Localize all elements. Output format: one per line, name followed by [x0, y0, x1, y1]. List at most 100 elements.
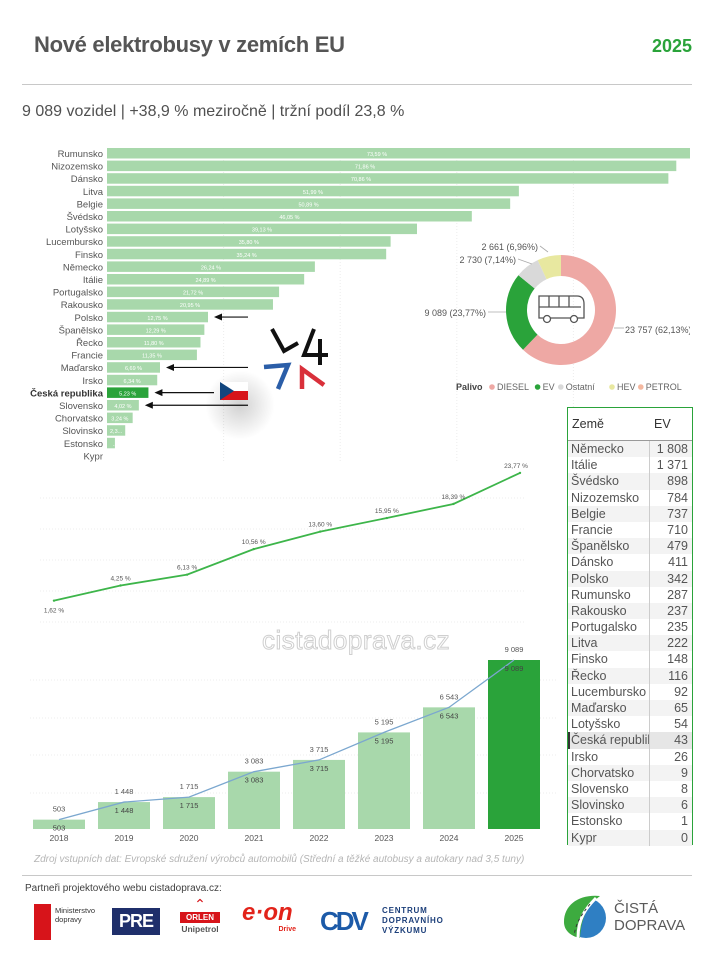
pre-logo[interactable]: PRE	[112, 908, 160, 935]
table-row[interactable]: Polsko 342	[568, 570, 692, 587]
legend-marker	[558, 384, 564, 390]
eon-drive-text: Drive	[278, 926, 296, 933]
bar-category-label: Finsko	[75, 250, 103, 261]
cell-ev: 287	[649, 586, 692, 603]
table-row[interactable]: Slovensko 8	[568, 780, 692, 798]
cdv-line3: VÝZKUMU	[382, 926, 428, 935]
cdv-logo[interactable]: CDV CENTRUM DOPRAVNÍHO VÝZKUMU	[320, 904, 460, 940]
column-bar	[33, 819, 85, 829]
v4-logo-icon	[263, 328, 328, 390]
table-row[interactable]: Irsko 26	[568, 748, 692, 765]
donut-slice-diesel	[523, 255, 616, 365]
slice-label: 2 730 (7,14%)	[459, 255, 516, 265]
table-row[interactable]: Portugalsko 235	[568, 619, 692, 636]
bar	[107, 425, 126, 436]
table-row[interactable]: Finsko 148	[568, 651, 692, 668]
mdcr-logo[interactable]: Ministerstvo dopravy	[34, 904, 95, 940]
divider	[22, 875, 692, 876]
cell-ev: 54	[649, 716, 692, 733]
bar-category-label: Kypr	[83, 451, 103, 462]
orlen-logo[interactable]: ⌃ ORLEN Unipetrol	[180, 897, 220, 940]
bar	[107, 248, 387, 260]
table-row[interactable]: Chorvatsko 9	[568, 764, 692, 781]
table-body: Německo 1 808 Itálie 1 371 Švédsko 898 Nizozem…	[568, 441, 692, 846]
legend-item: HEV	[617, 382, 636, 392]
bar	[107, 437, 115, 449]
cell-country: Portugalsko	[571, 620, 638, 635]
cell-ev: 1 371	[649, 457, 692, 474]
cista-doprava-logo[interactable]: ČISTÁ DOPRAVA	[560, 892, 700, 942]
arrow-head-icon	[154, 389, 163, 397]
table-row[interactable]: Belgie 737	[568, 505, 692, 522]
bar-value-label: 2,3...	[110, 429, 123, 435]
bar	[107, 374, 158, 386]
eon-text: e·on	[242, 899, 293, 926]
bar-value-label: 6,34 %	[124, 379, 141, 385]
data-source-note: Zdroj vstupních dat: Evropské sdružení v…	[34, 854, 525, 865]
arrow-head-icon	[166, 363, 174, 371]
bar	[107, 299, 273, 310]
column-value-label-inside: 9 089	[505, 664, 524, 673]
table-row[interactable]: Slovinsko 6	[568, 797, 692, 814]
bar-value-label: 26,24 %	[201, 265, 221, 271]
bar-value-label: 5,23 %	[119, 391, 136, 397]
bar-value-label: 50,89 %	[298, 202, 318, 208]
table-row[interactable]: Lotyšsko 54	[568, 716, 692, 733]
bar-category-label: Česká republika	[30, 387, 104, 399]
cell-ev: 898	[649, 473, 692, 490]
cell-country: Litva	[571, 636, 598, 651]
slice-label: 9 089 (23,77%)	[424, 308, 486, 318]
line-point	[252, 547, 255, 551]
cell-country: Dánsko	[571, 555, 614, 570]
bar	[107, 324, 205, 335]
donut-slice-ev	[506, 275, 538, 350]
legend-item: DIESEL	[497, 382, 529, 392]
year-label: 2025	[651, 36, 692, 56]
table-row[interactable]: Litva 222	[568, 635, 692, 652]
country-ev-table[interactable]: Země EV Německo 1 808 Itálie 1 371 Švédsko 89…	[567, 407, 693, 846]
x-tick-label: 2019	[115, 833, 134, 843]
x-tick-label: 2020	[180, 833, 199, 843]
bar	[107, 311, 209, 323]
donut-slice-ostatní	[518, 260, 547, 289]
bar-category-label: Španělsko	[59, 325, 103, 336]
cumulative-line	[58, 659, 515, 821]
table-row[interactable]: Německo 1 808	[568, 441, 692, 458]
cell-country: Belgie	[571, 506, 606, 521]
table-row[interactable]: Rumunsko 287	[568, 586, 692, 603]
bar	[107, 286, 280, 298]
column-bar	[423, 707, 475, 829]
line-point	[518, 471, 522, 475]
table-row[interactable]: Nizozemsko 784	[568, 489, 692, 506]
table-row[interactable]: Kypr 0	[568, 829, 692, 846]
table-row[interactable]: Dánsko 411	[568, 554, 692, 571]
table-row[interactable]: Švédsko 898	[568, 473, 692, 490]
column-header-country[interactable]: Země	[572, 417, 604, 431]
x-tick-label: 2025	[505, 833, 524, 843]
cell-ev: 710	[649, 521, 692, 539]
table-row[interactable]: Česká republika43	[568, 732, 692, 749]
table-row[interactable]: Maďarsko 65	[568, 700, 692, 717]
bar-category-label: Slovensko	[59, 401, 103, 412]
table-row[interactable]: Španělsko 479	[568, 538, 692, 555]
column-header-ev[interactable]: EV	[654, 417, 671, 431]
cell-ev: 784	[649, 489, 692, 506]
bar-value-label: 3,24 %	[111, 417, 128, 423]
bar-value-label: 70,86 %	[351, 177, 371, 183]
eon-logo[interactable]: e·on Drive	[242, 900, 304, 938]
table-row[interactable]: Lucembursko 92	[568, 683, 692, 700]
table-row[interactable]: Itálie 1 371	[568, 457, 692, 474]
bar-category-label: Švédsko	[67, 212, 103, 223]
bar	[107, 349, 197, 361]
bar-value-label: 20,95 %	[180, 303, 200, 309]
cell-country: Rumunsko	[571, 587, 631, 602]
cell-country: Lotyšsko	[571, 717, 621, 732]
table-row[interactable]: Estonsko 1	[568, 813, 692, 830]
table-row[interactable]: Řecko 116	[568, 667, 692, 684]
bar-value-label: 73,59 %	[367, 152, 387, 158]
line-value-label: 10,56 %	[242, 539, 266, 546]
bar-category-label: Francie	[71, 351, 103, 362]
table-row[interactable]: Francie 710	[568, 521, 692, 539]
cell-country: Německo	[571, 442, 624, 456]
table-row[interactable]: Rakousko 237	[568, 602, 692, 620]
